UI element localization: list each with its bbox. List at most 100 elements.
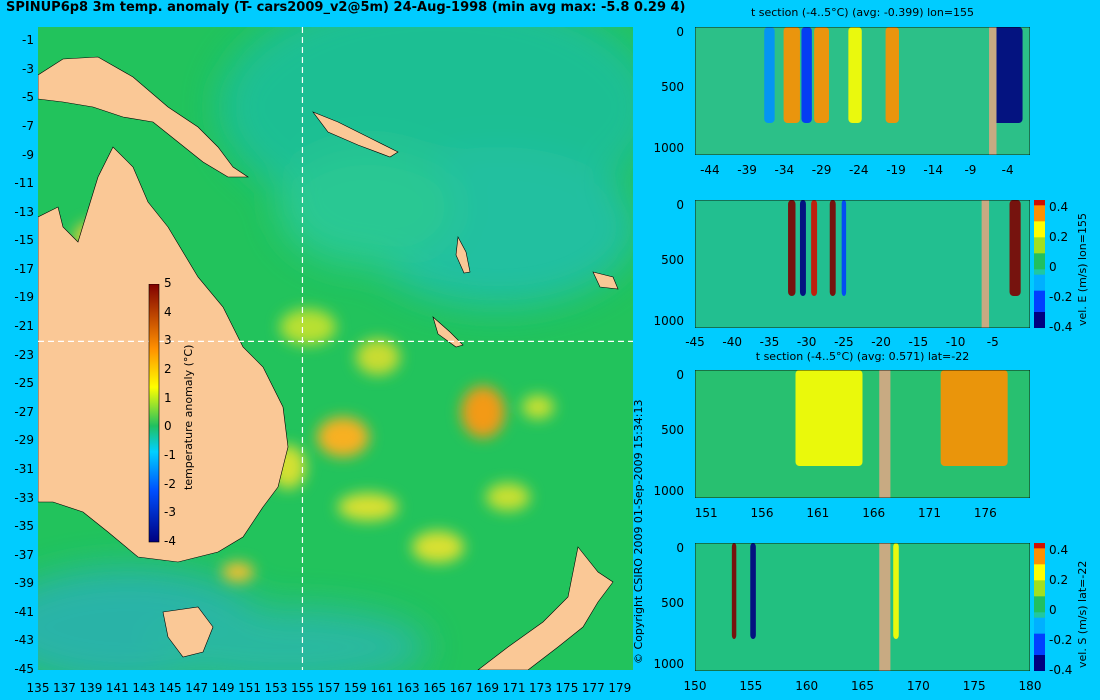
map-land-tasmania bbox=[162, 606, 214, 658]
map-x-tick-label: 169 bbox=[476, 681, 499, 695]
section-x-tick-label: -24 bbox=[848, 163, 869, 177]
section-x-tick-label: -15 bbox=[908, 335, 929, 349]
map-y-tick-label: -21 bbox=[14, 319, 34, 334]
map-x-tick-label: 179 bbox=[608, 681, 632, 695]
section-y-tick-label: 0 bbox=[676, 368, 684, 382]
map-x-tick-label: 175 bbox=[555, 681, 579, 695]
colorbar-segment bbox=[1034, 575, 1045, 581]
colorbar-segment bbox=[1034, 221, 1045, 228]
section-land bbox=[879, 370, 891, 498]
colorbar-segment bbox=[1034, 274, 1045, 281]
colorbar-segment bbox=[1034, 543, 1045, 549]
vel-e-colorbar bbox=[1034, 200, 1045, 328]
map-x-tick-label: 157 bbox=[317, 681, 341, 695]
section-4-y-ticks: 0 500 1000 bbox=[650, 541, 692, 671]
map-y-tick-label: -41 bbox=[14, 604, 34, 619]
section-x-tick-label: -29 bbox=[811, 163, 832, 177]
map-colorbar-tick-label: -3 bbox=[164, 505, 176, 520]
colorbar-segment bbox=[1034, 205, 1045, 212]
colorbar-segment bbox=[1034, 237, 1045, 244]
map-x-tick-label: 139 bbox=[79, 681, 103, 695]
colorbar-segment bbox=[1034, 226, 1045, 233]
colorbar-segment bbox=[1034, 612, 1045, 619]
map-land-vanuatu bbox=[455, 236, 471, 274]
map-land-new-guinea bbox=[38, 56, 249, 178]
section-land bbox=[981, 200, 990, 328]
map-y-tick-label: -9 bbox=[22, 147, 34, 162]
section-feature bbox=[885, 27, 899, 123]
map-y-tick-label: -37 bbox=[14, 547, 34, 562]
map-y-tick-label: -11 bbox=[14, 176, 34, 191]
vel-s-colorbar-label: vel. S (m/s) lat=-22 bbox=[1076, 560, 1089, 668]
map-x-tick-label: 153 bbox=[264, 681, 288, 695]
map-colorbar-tick-label: -1 bbox=[164, 448, 176, 462]
section-x-tick-label: 165 bbox=[851, 679, 874, 693]
colorbar-segment bbox=[1034, 280, 1045, 286]
map-colorbar-tick-label: 3 bbox=[164, 333, 172, 348]
map-colorbar-tick-label: 5 bbox=[164, 276, 172, 290]
section-4-x-ticks: 150 155 160 165 170 175 180 bbox=[684, 679, 1042, 695]
section-x-tick-label: 150 bbox=[683, 679, 707, 693]
section-feature bbox=[731, 543, 737, 639]
section-land bbox=[989, 27, 997, 155]
section-feature bbox=[795, 370, 863, 466]
section-y-tick-label: 1000 bbox=[653, 483, 684, 498]
section-3-title: t section (-4..5°C) (avg: 0.571) lat=-22 bbox=[755, 350, 970, 363]
vel-colorbar-tick-label: -0.4 bbox=[1049, 663, 1073, 677]
colorbar-segment bbox=[1034, 322, 1045, 328]
section-feature bbox=[811, 200, 818, 296]
section-x-tick-label: -44 bbox=[700, 163, 720, 177]
colorbar-segment bbox=[1034, 548, 1045, 555]
temperature-section-lat bbox=[695, 370, 1030, 498]
copyright-text: © Copyright CSIRO 2009 01-Sep-2009 15:34… bbox=[632, 399, 645, 665]
section-y-tick-label: 500 bbox=[661, 252, 684, 267]
map-x-tick-label: 165 bbox=[423, 681, 447, 695]
colorbar-segment bbox=[1034, 312, 1045, 318]
vel-colorbar-tick-label: 0 bbox=[1049, 259, 1057, 274]
colorbar-segment bbox=[1034, 306, 1045, 313]
colorbar-segment bbox=[1034, 301, 1045, 308]
section-background bbox=[695, 200, 1030, 328]
section-feature bbox=[1009, 200, 1021, 296]
colorbar-segment bbox=[1034, 290, 1045, 297]
section-x-tick-label: 166 bbox=[862, 506, 886, 520]
colorbar-segment bbox=[1034, 200, 1045, 206]
map-y-tick-label: -45 bbox=[14, 662, 34, 676]
section-feature bbox=[764, 27, 775, 123]
section-feature bbox=[783, 27, 800, 123]
map-x-tick-label: 137 bbox=[52, 681, 76, 695]
colorbar-segment bbox=[1034, 665, 1045, 671]
vel-colorbar-tick-label: 0.2 bbox=[1049, 229, 1069, 244]
section-y-tick-label: 0 bbox=[676, 25, 684, 39]
colorbar-segment bbox=[1034, 253, 1045, 260]
colorbar-segment bbox=[1034, 248, 1045, 254]
map-colorbar-label: temperature anomaly (°C) bbox=[182, 344, 195, 490]
map-y-tick-label: -5 bbox=[22, 90, 34, 105]
vel-colorbar-tick-label: -0.4 bbox=[1049, 320, 1073, 334]
section-feature bbox=[801, 27, 812, 123]
section-x-tick-label: -4 bbox=[1001, 163, 1014, 177]
vel-colorbar-tick-label: 0 bbox=[1049, 602, 1057, 617]
colorbar-segment bbox=[1034, 296, 1045, 302]
map-colorbar-tick-label: 0 bbox=[164, 419, 172, 434]
section-x-tick-label: -14 bbox=[923, 163, 944, 177]
map-x-ticks: 135 137 139 141 143 145 147 149 151 153 155 157 159 1… bbox=[27, 680, 633, 698]
map-land-fiji bbox=[592, 271, 619, 290]
map-y-tick-label: -7 bbox=[22, 119, 34, 134]
section-1-y-ticks: 0 500 1000 bbox=[650, 25, 692, 155]
colorbar-segment bbox=[1034, 232, 1045, 238]
section-x-tick-label: 170 bbox=[906, 679, 930, 693]
section-background bbox=[695, 543, 1030, 671]
map-y-tick-label: -33 bbox=[14, 490, 34, 505]
map-y-tick-label: -27 bbox=[14, 404, 34, 419]
section-land bbox=[879, 543, 891, 671]
section-y-tick-label: 1000 bbox=[653, 140, 684, 155]
colorbar-segment bbox=[1034, 633, 1045, 640]
map-y-tick-label: -25 bbox=[14, 376, 34, 391]
map-land-new-caledonia bbox=[432, 316, 464, 348]
section-x-tick-label: -35 bbox=[759, 335, 780, 349]
map-x-tick-label: 171 bbox=[502, 681, 526, 695]
colorbar-segment bbox=[1034, 553, 1045, 560]
vel-colorbar-tick-label: 0.4 bbox=[1049, 199, 1069, 214]
section-x-tick-label: 176 bbox=[973, 506, 997, 520]
